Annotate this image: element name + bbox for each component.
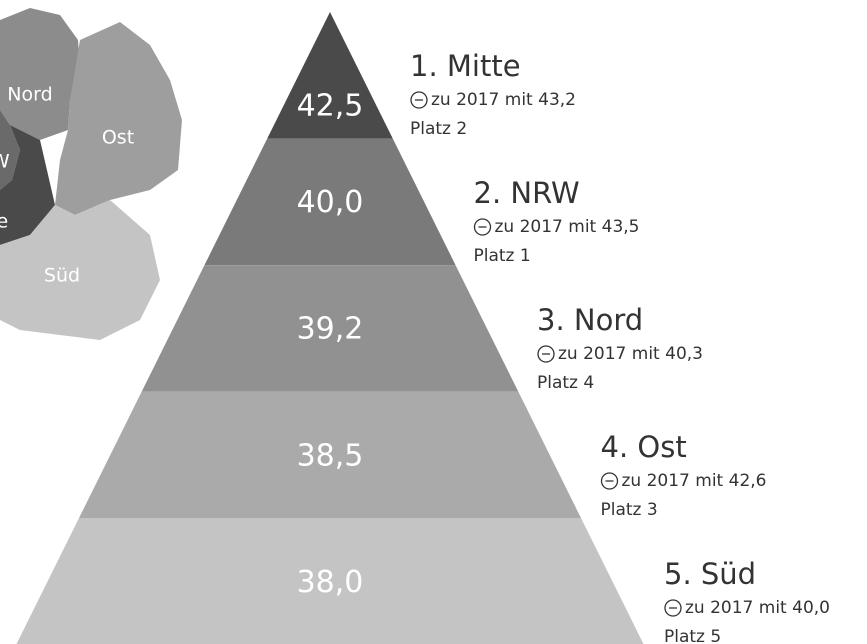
map-ost <box>55 22 182 215</box>
level-title: 2. NRW <box>474 176 580 210</box>
level-value: 38,5 <box>297 438 364 473</box>
minus-icon <box>410 91 428 109</box>
level-comparison: zu 2017 mit 40,0 <box>685 598 830 618</box>
map: Nord Ost Süd NRW Mitte <box>0 8 182 340</box>
level-title: 1. Mitte <box>410 49 521 83</box>
map-nord <box>0 8 80 140</box>
pyramid-level <box>204 138 456 266</box>
level-rank: Platz 3 <box>601 500 658 520</box>
level-title: 4. Ost <box>601 430 687 464</box>
level-comparison: zu 2017 mit 40,3 <box>558 344 703 364</box>
level-rank: Platz 2 <box>410 119 467 139</box>
map-mitte <box>0 125 55 245</box>
map-label: Mitte <box>0 211 8 233</box>
pyramid-level <box>16 518 644 644</box>
level-rank: Platz 4 <box>537 373 594 393</box>
map-label: NRW <box>0 151 10 173</box>
pyramid-level <box>141 265 519 392</box>
map-label: Nord <box>7 84 52 106</box>
pyramid-level <box>78 391 582 519</box>
minus-icon <box>537 345 555 363</box>
map-sued <box>0 200 160 340</box>
minus-icon <box>600 472 619 490</box>
level-title: 3. Nord <box>537 303 643 337</box>
level-comparison: zu 2017 mit 43,2 <box>431 90 576 110</box>
minus-icon <box>664 599 682 617</box>
level-comparison: zu 2017 mit 42,6 <box>622 471 767 491</box>
minus-icon <box>473 218 492 236</box>
level-rank: Platz 1 <box>474 246 531 266</box>
pyramid-level <box>267 12 393 139</box>
map-nrw <box>0 110 20 190</box>
map-label: Süd <box>44 265 80 287</box>
level-rank: Platz 5 <box>664 627 721 644</box>
level-title: 5. Süd <box>664 557 756 591</box>
level-comparison: zu 2017 mit 43,5 <box>495 217 640 237</box>
pyramid: 42,5 1. Mitte zu 2017 mit 43,2 Platz 2 40,0 2… <box>16 12 830 644</box>
map-label: Ost <box>102 127 134 149</box>
level-value: 42,5 <box>297 89 364 124</box>
level-value: 40,0 <box>297 185 364 220</box>
level-value: 38,0 <box>297 565 364 600</box>
level-value: 39,2 <box>297 312 364 347</box>
